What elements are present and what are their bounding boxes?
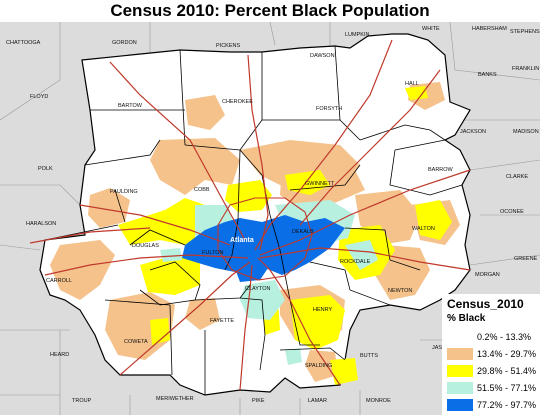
county-label: GORDON	[112, 40, 137, 46]
county-borders	[44, 45, 463, 395]
legend-item: 77.2% - 97.7%	[447, 396, 540, 413]
interstate-roads	[29, 39, 471, 391]
county-label: LAMAR	[308, 398, 327, 404]
county-label: BARROW	[428, 167, 454, 173]
county-label: STEPHENS	[510, 29, 540, 35]
county-label: JACKSON	[460, 129, 486, 135]
county-label: HARALSON	[26, 221, 56, 227]
legend-swatch	[447, 330, 473, 343]
county-label: WALTON	[412, 226, 435, 232]
county-label: GREENE	[514, 256, 538, 262]
county-label: LUMPKIN	[345, 32, 369, 38]
legend-label: 77.2% - 97.7%	[477, 399, 537, 410]
county-label: CLARKE	[506, 174, 528, 180]
county-label: PAULDING	[110, 189, 138, 195]
county-label: POLK	[38, 166, 53, 172]
county-label: FRANKLIN	[512, 66, 539, 72]
county-label: DAWSON	[310, 53, 335, 59]
county-label: NEWTON	[388, 288, 412, 294]
legend-title: Census_2010	[447, 297, 524, 311]
county-label: CHATTOOGA	[6, 40, 41, 46]
county-label: HEARD	[50, 352, 69, 358]
perimeter-road	[217, 197, 313, 281]
legend-item: 29.8% - 51.4%	[447, 362, 540, 379]
legend-swatch	[447, 364, 473, 377]
county-label: DOUGLAS	[132, 243, 159, 249]
county-label: COBB	[194, 187, 210, 193]
county-label: CARROLL	[46, 278, 72, 284]
county-label: MADISON	[513, 129, 539, 135]
legend-label: 29.8% - 51.4%	[477, 365, 537, 376]
county-label: FORSYTH	[316, 106, 342, 112]
county-label: WHITE	[422, 26, 440, 32]
legend-subtitle: % Black	[447, 313, 486, 324]
county-label: PICKENS	[216, 43, 240, 49]
outer-county-lines	[0, 22, 540, 415]
county-label: COWETA	[124, 339, 148, 345]
legend-item: 13.4% - 29.7%	[447, 345, 540, 362]
county-label: MERIWETHER	[156, 396, 194, 402]
county-label: PIKE	[252, 398, 265, 404]
county-label: BANKS	[478, 72, 497, 78]
legend-swatch	[447, 347, 473, 360]
county-label: CLAYTON	[245, 286, 270, 292]
county-label: BARTOW	[118, 103, 143, 109]
legend-label: 13.4% - 29.7%	[477, 348, 537, 359]
county-label: OCONEE	[500, 209, 524, 215]
county-label: MORGAN	[475, 272, 500, 278]
county-label: CHEROKEE	[222, 99, 253, 105]
county-labels: CHATTOOGA GORDON PICKENS LUMPKIN WHITE H…	[6, 26, 540, 404]
legend-label: 51.5% - 77.1%	[477, 382, 537, 393]
county-label: ROCKDALE	[340, 259, 371, 265]
county-label: HENRY	[313, 307, 332, 313]
legend-swatch	[447, 381, 473, 394]
county-label: FLOYD	[30, 94, 48, 100]
legend-swatch	[447, 398, 473, 411]
county-label: FULTON	[202, 250, 224, 256]
legend-item: 0.2% - 13.3%	[447, 328, 540, 345]
county-label: FAYETTE	[210, 318, 234, 324]
county-label: HALL	[405, 81, 419, 87]
county-label: TROUP	[72, 398, 92, 404]
map-title: Census 2010: Percent Black Population	[110, 1, 430, 20]
county-label: BUTTS	[360, 353, 378, 359]
county-label: MONROE	[366, 398, 391, 404]
county-label: JASP	[432, 345, 446, 351]
city-label-atlanta: Atlanta	[230, 237, 254, 244]
county-label: SPALDING	[305, 363, 332, 369]
legend-item: 51.5% - 77.1%	[447, 379, 540, 396]
tracts-30-51	[118, 86, 452, 385]
county-label: GWINNETT	[305, 181, 335, 187]
county-label: DEKALB	[292, 229, 314, 235]
map-canvas: CHATTOOGA GORDON PICKENS LUMPKIN WHITE H…	[0, 22, 540, 415]
legend-label: 0.2% - 13.3%	[477, 331, 532, 342]
county-label: HABERSHAM	[472, 26, 507, 32]
map-legend: Census_2010 % Black 0.2% - 13.3% 13.4% -…	[442, 294, 540, 415]
